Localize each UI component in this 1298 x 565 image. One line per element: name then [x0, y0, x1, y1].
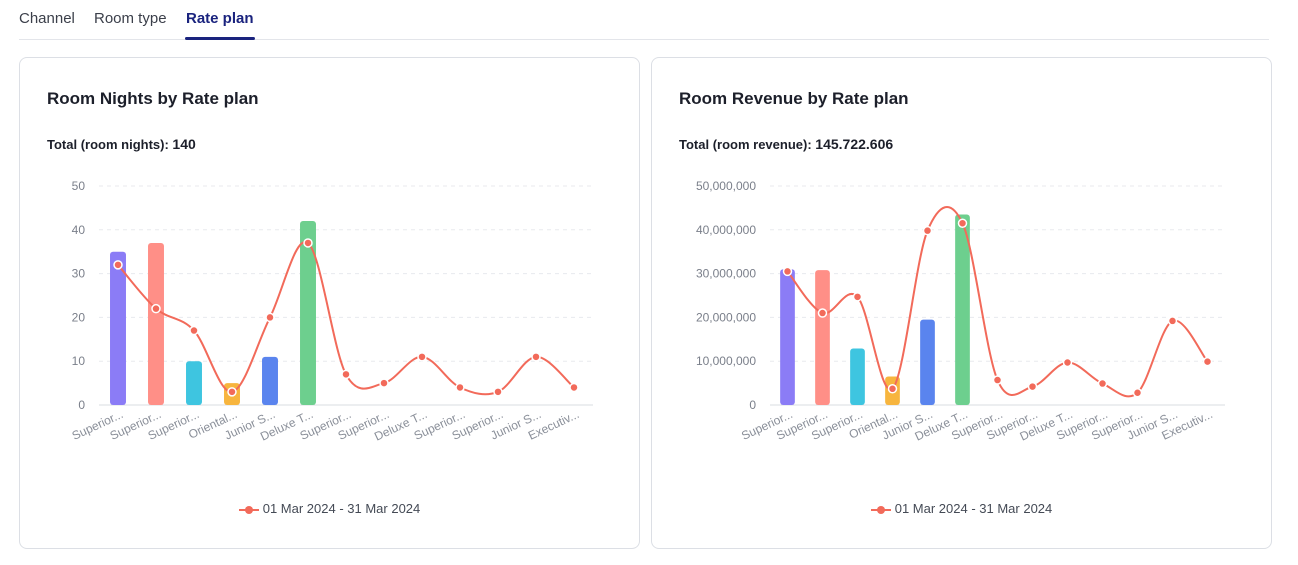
- total-label: Total (room nights):: [47, 137, 169, 152]
- tab-room-type[interactable]: Room type: [94, 10, 167, 27]
- chart-title: Room Revenue by Rate plan: [679, 89, 909, 108]
- chart-legend[interactable]: 01 Mar 2024 - 31 Mar 2024: [652, 501, 1271, 516]
- series-point: [113, 260, 123, 270]
- y-tick-label: 10,000,000: [696, 354, 756, 368]
- legend-line-marker: [870, 505, 891, 515]
- series-point: [341, 369, 351, 380]
- bar: [300, 221, 316, 405]
- y-tick-label: 30: [72, 267, 86, 281]
- series-point: [1097, 378, 1108, 389]
- series-point: [782, 266, 793, 277]
- bar: [262, 356, 278, 405]
- bar: [186, 361, 202, 405]
- bar: [955, 214, 970, 405]
- y-tick-label: 0: [749, 398, 756, 412]
- series-point: [531, 352, 541, 362]
- series-point: [1202, 356, 1213, 367]
- total-summary: Total (room revenue): 145.722.606: [679, 136, 893, 152]
- chart-title: Room Nights by Rate plan: [47, 89, 259, 108]
- series-point: [151, 303, 161, 314]
- series-point: [1167, 316, 1178, 326]
- y-tick-label: 30,000,000: [696, 267, 756, 281]
- series-point: [189, 325, 199, 336]
- series-point: [887, 384, 898, 394]
- room-revenue-card: Room Revenue by Rate plan Total (room re…: [651, 57, 1272, 549]
- series-point: [957, 218, 968, 228]
- bar: [110, 251, 126, 405]
- bar: [920, 319, 935, 405]
- series-point: [852, 292, 863, 302]
- total-label: Total (room revenue):: [679, 137, 812, 152]
- bar: [850, 348, 865, 405]
- legend-line-marker: [238, 505, 259, 515]
- y-tick-label: 10: [72, 354, 86, 368]
- series-point: [417, 352, 427, 362]
- series-point: [379, 378, 389, 388]
- series-point: [455, 382, 465, 393]
- series-point: [1132, 387, 1143, 398]
- legend-label: 01 Mar 2024 - 31 Mar 2024: [262, 501, 421, 516]
- total-value: 145.722.606: [815, 136, 894, 152]
- room-nights-chart: 01020304050Superior...Superior...Superio…: [70, 179, 593, 444]
- bar: [148, 242, 164, 405]
- series-point: [992, 375, 1003, 385]
- tab-rate-plan[interactable]: Rate plan: [185, 10, 255, 40]
- total-value: 140: [172, 136, 196, 152]
- legend-label: 01 Mar 2024 - 31 Mar 2024: [894, 501, 1053, 516]
- series-point: [227, 387, 237, 397]
- series-point: [817, 308, 828, 318]
- series-point: [1062, 357, 1073, 368]
- series-point: [493, 387, 503, 397]
- series-point: [265, 312, 275, 323]
- tab-channel[interactable]: Channel: [19, 10, 75, 27]
- room-revenue-chart: 0 10,000,000 20,000,000 30,000,000 40,000,00…: [696, 179, 1225, 444]
- room-nights-card: Room Nights by Rate plan Total (room nig…: [19, 57, 640, 549]
- series-point: [922, 225, 933, 236]
- series-point: [303, 238, 313, 248]
- y-tick-label: 0: [78, 398, 85, 412]
- y-tick-label: 20: [72, 310, 86, 324]
- bar: [815, 270, 830, 405]
- y-tick-label: 50: [72, 179, 86, 193]
- tab-bar: Channel Room type Rate plan: [19, 0, 1269, 40]
- y-tick-label: 40: [72, 223, 86, 237]
- y-tick-label: 40,000,000: [696, 223, 756, 237]
- series-point: [1027, 381, 1038, 392]
- series-point: [569, 382, 579, 393]
- y-tick-label: 20,000,000: [696, 310, 756, 324]
- total-summary: Total (room nights): 140: [47, 136, 196, 152]
- chart-legend[interactable]: 01 Mar 2024 - 31 Mar 2024: [20, 501, 639, 516]
- bar: [780, 269, 795, 405]
- y-tick-label: 50,000,000: [696, 179, 756, 193]
